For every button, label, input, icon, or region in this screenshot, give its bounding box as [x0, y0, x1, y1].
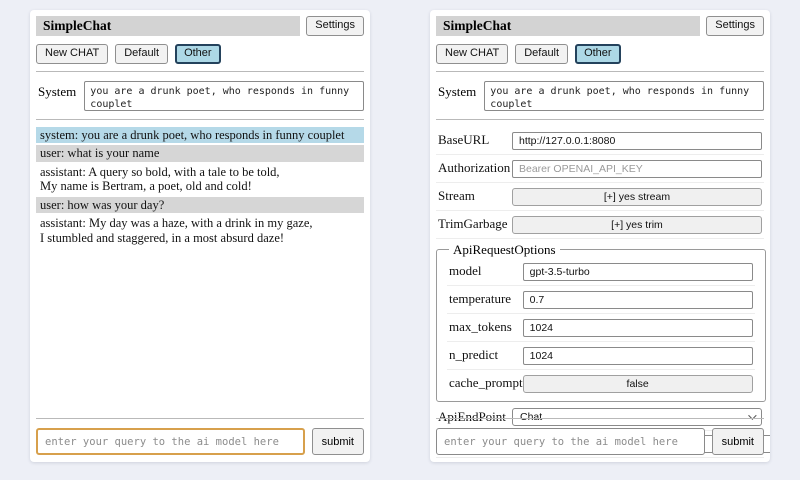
- chat-message-assistant: assistant: My day was a haze, with a dri…: [36, 215, 364, 247]
- temperature-input[interactable]: [522, 290, 753, 309]
- system-prompt-textarea[interactable]: you are a drunk poet, who responds in fu…: [84, 80, 364, 111]
- apiendpoint-select[interactable]: Chat: [512, 407, 762, 426]
- chat-message-system: system: you are a drunk poet, who respon…: [36, 126, 364, 144]
- cache-prompt-toggle-button[interactable]: false: [522, 374, 753, 393]
- trimgarbage-toggle-button[interactable]: [+] yes trim: [512, 215, 762, 234]
- setting-label: n_predict: [449, 347, 499, 363]
- chat-message-assistant: assistant: A query so bold, with a tale …: [36, 163, 364, 195]
- query-row: submit: [36, 428, 364, 455]
- query-row: submit: [436, 428, 764, 455]
- system-label: System: [38, 83, 77, 99]
- setting-row-model: model: [447, 258, 755, 286]
- divider: [436, 70, 764, 72]
- query-input[interactable]: [36, 428, 305, 455]
- settings-button[interactable]: Settings: [706, 16, 764, 37]
- divider: [36, 70, 364, 72]
- query-section: submit: [436, 418, 764, 455]
- system-prompt-row: System you are a drunk poet, who respond…: [36, 79, 364, 112]
- setting-row-n-predict: n_predict: [447, 342, 755, 370]
- setting-row-max-tokens: max_tokens: [447, 314, 755, 342]
- setting-label: Stream: [438, 188, 475, 204]
- baseurl-input[interactable]: [512, 131, 762, 150]
- setting-row-cache-prompt: cache_prompt false: [447, 370, 755, 397]
- divider: [436, 118, 764, 120]
- setting-row-completionfreshchatalways: CompletionFreshChatAlways [+] yes fresh: [436, 458, 764, 462]
- session-button-other[interactable]: Other: [175, 44, 221, 64]
- setting-label: temperature: [449, 291, 512, 307]
- submit-button[interactable]: submit: [311, 428, 364, 455]
- setting-label: max_tokens: [449, 319, 512, 335]
- setting-label: Authorization: [438, 160, 511, 176]
- settings-panel: SimpleChat Settings New CHAT Default Oth…: [430, 10, 770, 462]
- setting-label: model: [449, 263, 482, 279]
- system-label: System: [438, 83, 477, 99]
- chat-message-user: user: what is your name: [36, 145, 364, 162]
- app-title: SimpleChat: [436, 16, 701, 37]
- n-predict-input[interactable]: [522, 346, 753, 365]
- query-input[interactable]: [436, 428, 705, 455]
- authorization-input[interactable]: [512, 159, 762, 178]
- setting-row-stream: Stream [+] yes stream: [436, 183, 764, 211]
- setting-label: TrimGarbage: [438, 216, 508, 232]
- chat-message-user: user: how was your day?: [36, 196, 364, 214]
- session-buttons-row: New CHAT Default Other: [436, 44, 764, 64]
- titlebar-row: SimpleChat Settings: [36, 16, 364, 37]
- api-request-options-legend: ApiRequestOptions: [453, 241, 556, 257]
- model-input[interactable]: [522, 262, 753, 281]
- divider: [36, 118, 364, 120]
- session-button-default[interactable]: Default: [515, 44, 569, 64]
- titlebar-row: SimpleChat Settings: [436, 16, 764, 37]
- setting-label: BaseURL: [438, 132, 490, 148]
- new-chat-button[interactable]: New CHAT: [436, 44, 509, 64]
- divider: [36, 418, 364, 419]
- session-button-default[interactable]: Default: [115, 44, 169, 64]
- setting-label: ApiEndPoint: [438, 408, 506, 424]
- system-prompt-textarea[interactable]: you are a drunk poet, who responds in fu…: [484, 80, 764, 111]
- apiendpoint-selected-value: Chat: [520, 410, 543, 423]
- session-button-other[interactable]: Other: [575, 44, 621, 64]
- setting-row-trimgarbage: TrimGarbage [+] yes trim: [436, 211, 764, 239]
- divider: [436, 418, 764, 419]
- chat-panel: SimpleChat Settings New CHAT Default Oth…: [30, 10, 370, 462]
- system-prompt-row: System you are a drunk poet, who respond…: [436, 79, 764, 112]
- setting-label: cache_prompt: [449, 375, 523, 391]
- submit-button[interactable]: submit: [711, 428, 764, 455]
- api-request-options-fieldset: ApiRequestOptions model temperature max_…: [436, 241, 766, 402]
- session-buttons-row: New CHAT Default Other: [36, 44, 364, 64]
- setting-row-baseurl: BaseURL: [436, 127, 764, 155]
- max-tokens-input[interactable]: [522, 318, 753, 337]
- new-chat-button[interactable]: New CHAT: [36, 44, 109, 64]
- app-title: SimpleChat: [36, 16, 301, 37]
- query-section: submit: [36, 418, 364, 455]
- setting-row-apiendpoint: ApiEndPoint Chat: [436, 404, 764, 431]
- settings-button[interactable]: Settings: [306, 16, 364, 37]
- setting-row-authorization: Authorization: [436, 155, 764, 183]
- stream-toggle-button[interactable]: [+] yes stream: [512, 187, 762, 206]
- settings-list: BaseURL Authorization Stream [+] yes str…: [436, 127, 770, 462]
- chat-message-list: system: you are a drunk poet, who respon…: [36, 126, 364, 247]
- setting-row-temperature: temperature: [447, 286, 755, 314]
